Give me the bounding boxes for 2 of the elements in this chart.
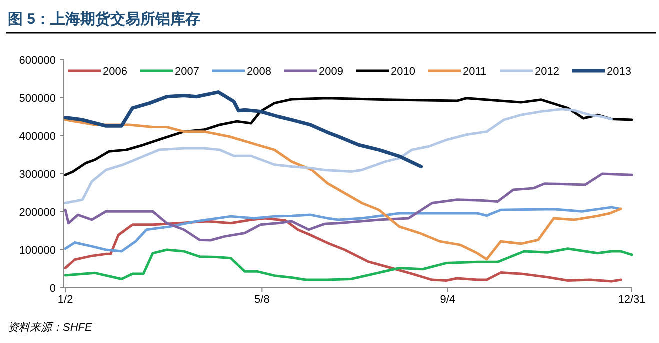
title: 图 5：上海期货交易所铝库存 xyxy=(8,11,201,28)
annotation: 资料来源：SHFE xyxy=(8,322,92,334)
